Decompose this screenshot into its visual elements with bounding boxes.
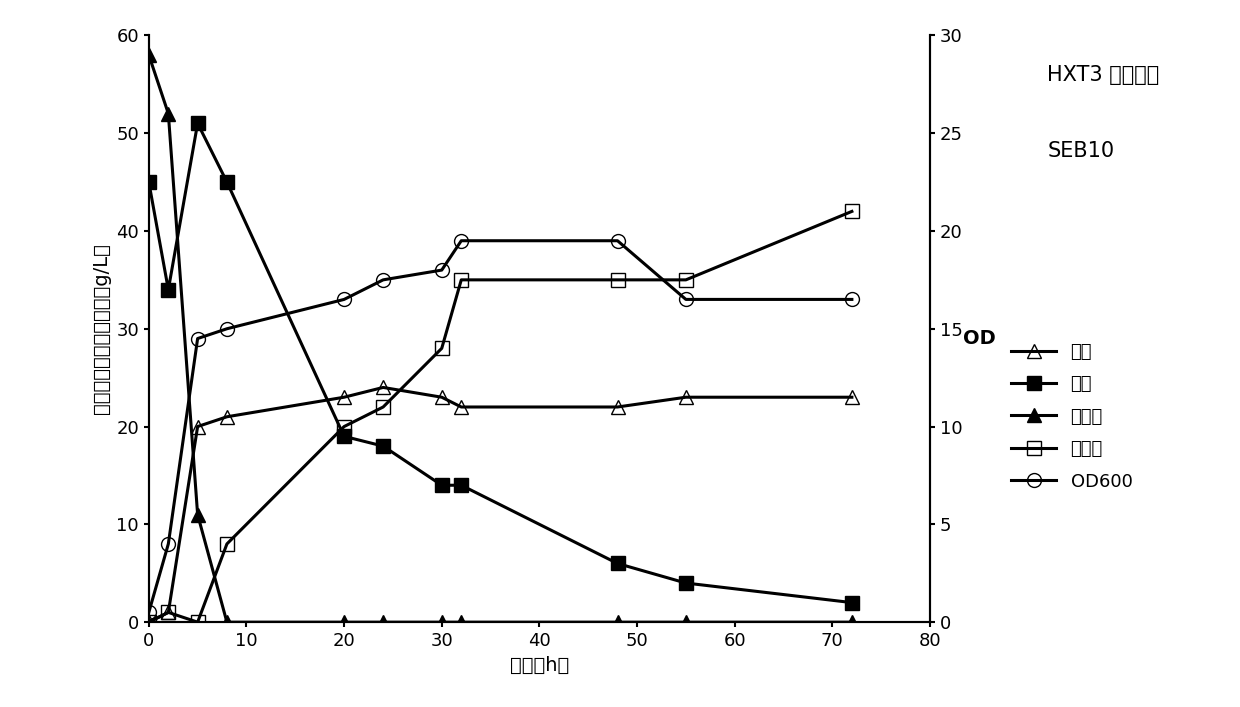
Legend: 乙醇, 木糖, 葡萄糖, 木糖醇, OD600: 乙醇, 木糖, 葡萄糖, 木糖醇, OD600	[1004, 336, 1140, 498]
木糖醇	[610, 276, 625, 284]
Text: SEB10: SEB10	[1047, 141, 1115, 161]
木糖	[141, 177, 156, 186]
OD600	[678, 296, 693, 304]
乙醇	[844, 393, 859, 402]
木糖醇	[219, 539, 234, 548]
乙醇	[678, 393, 693, 402]
乙醇	[454, 403, 469, 411]
乙醇	[161, 608, 176, 617]
木糖	[337, 432, 352, 440]
葡萄糖	[337, 618, 352, 626]
乙醇	[190, 422, 205, 431]
木糖	[434, 481, 449, 489]
Y-axis label: OD: OD	[963, 329, 996, 348]
木糖	[161, 286, 176, 294]
葡萄糖	[190, 510, 205, 519]
OD600	[337, 296, 352, 304]
木糖醇	[678, 276, 693, 284]
木糖	[190, 119, 205, 127]
木糖	[376, 442, 391, 450]
OD600	[434, 266, 449, 274]
OD600	[141, 608, 156, 617]
葡萄糖	[376, 618, 391, 626]
OD600	[454, 236, 469, 245]
木糖	[219, 177, 234, 186]
木糖醇	[337, 422, 352, 431]
木糖醇	[376, 403, 391, 411]
Line: 葡萄糖: 葡萄糖	[141, 48, 859, 629]
木糖醇	[190, 618, 205, 626]
葡萄糖	[844, 618, 859, 626]
木糖醇	[161, 608, 176, 617]
葡萄糖	[610, 618, 625, 626]
OD600	[161, 539, 176, 548]
乙醇	[337, 393, 352, 402]
木糖醇	[454, 276, 469, 284]
葡萄糖	[219, 618, 234, 626]
X-axis label: 时间（h）: 时间（h）	[510, 655, 569, 674]
木糖醇	[434, 344, 449, 353]
乙醇	[376, 383, 391, 392]
葡萄糖	[434, 618, 449, 626]
Y-axis label: 糖，乙醇，木糖醇浓度（g/L）: 糖，乙醇，木糖醇浓度（g/L）	[92, 243, 110, 414]
木糖	[454, 481, 469, 489]
OD600	[610, 236, 625, 245]
OD600	[376, 276, 391, 284]
OD600	[219, 325, 234, 333]
葡萄糖	[454, 618, 469, 626]
葡萄糖	[141, 51, 156, 59]
乙醇	[610, 403, 625, 411]
Line: OD600: OD600	[141, 234, 859, 619]
Text: HXT3 突变菌株: HXT3 突变菌株	[1047, 65, 1159, 85]
木糖	[610, 559, 625, 568]
乙醇	[141, 618, 156, 626]
OD600	[190, 334, 205, 343]
乙醇	[219, 412, 234, 421]
Line: 乙醇: 乙醇	[141, 380, 859, 629]
Line: 木糖醇: 木糖醇	[141, 204, 859, 629]
Line: 木糖: 木糖	[141, 117, 859, 609]
木糖	[678, 579, 693, 588]
木糖醇	[844, 207, 859, 216]
木糖醇	[141, 618, 156, 626]
葡萄糖	[161, 110, 176, 118]
乙醇	[434, 393, 449, 402]
OD600	[844, 296, 859, 304]
木糖	[844, 598, 859, 607]
葡萄糖	[678, 618, 693, 626]
